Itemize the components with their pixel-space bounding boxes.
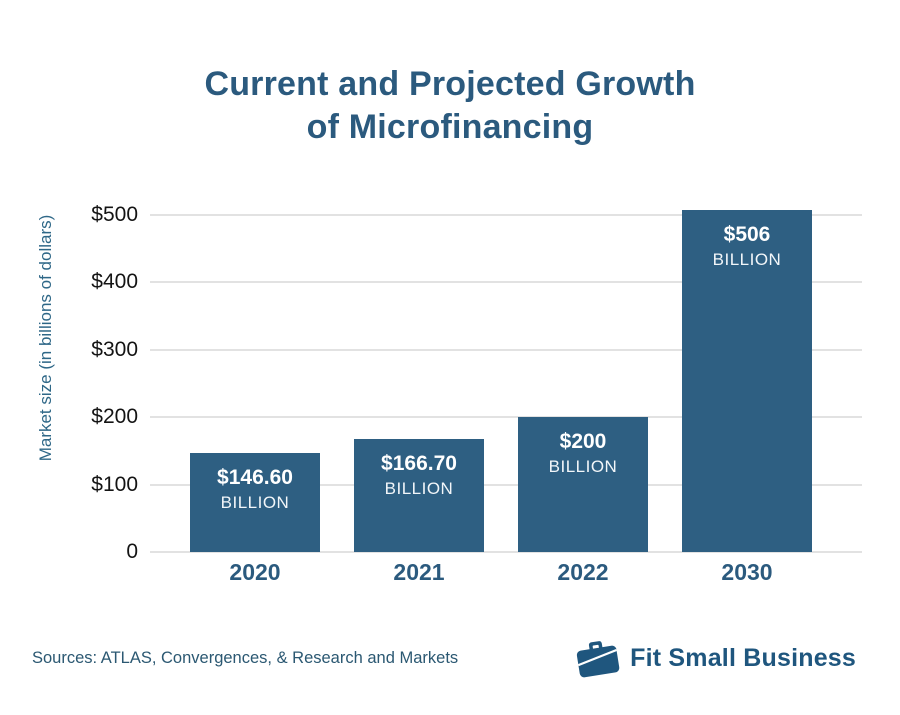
bar-value-label: $146.60: [217, 466, 293, 490]
gridline: [150, 348, 862, 351]
brand-logo: Fit Small Business: [575, 637, 856, 679]
chart-title: Current and Projected Growth of Microfin…: [0, 63, 900, 149]
x-tick-label-2030: 2030: [721, 559, 773, 585]
y-tick-label: 0: [126, 540, 138, 563]
y-tick-label: $200: [91, 405, 138, 428]
plot-area: $146.60 BILLION $166.70 BILLION $200 BILLION $…: [150, 200, 862, 553]
bar-value-label: $506: [723, 223, 771, 247]
gridline: [150, 213, 862, 216]
bar-2022: $200 BILLION: [518, 417, 648, 552]
chart-title-line2: of Microfinancing: [306, 107, 594, 146]
x-tick-label-2020: 2020: [229, 559, 281, 585]
bar-unit-label: BILLION: [712, 250, 782, 270]
bar-unit-label: BILLION: [548, 457, 618, 476]
y-tick-label: $500: [91, 202, 138, 226]
chart-title-line1: Current and Projected Growth: [204, 64, 696, 103]
gridline: [150, 551, 862, 553]
source-note: Sources: ATLAS, Convergences, & Research…: [32, 648, 459, 667]
bar-unit-label: BILLION: [220, 493, 290, 513]
y-tick-label: $100: [91, 472, 138, 496]
brand-name: Fit Small Business: [630, 643, 856, 672]
bar-unit-label: BILLION: [384, 479, 454, 499]
bar-2030: $506 BILLION: [682, 210, 812, 552]
bar-2020: $146.60 BILLION: [190, 453, 320, 552]
gridline: [150, 281, 862, 283]
gridline: [150, 483, 862, 486]
x-tick-label-2022: 2022: [557, 559, 609, 585]
briefcase-icon: [575, 637, 621, 679]
bar-value-label: $200: [559, 430, 607, 453]
y-tick-label: $300: [91, 337, 138, 361]
footer: Sources: ATLAS, Convergences, & Research…: [32, 630, 856, 686]
bar-value-label: $166.70: [381, 452, 457, 476]
x-tick-label-2021: 2021: [393, 559, 445, 585]
y-tick-label: $400: [91, 270, 138, 293]
bar-2021: $166.70 BILLION: [354, 439, 484, 552]
gridline: [150, 416, 862, 418]
